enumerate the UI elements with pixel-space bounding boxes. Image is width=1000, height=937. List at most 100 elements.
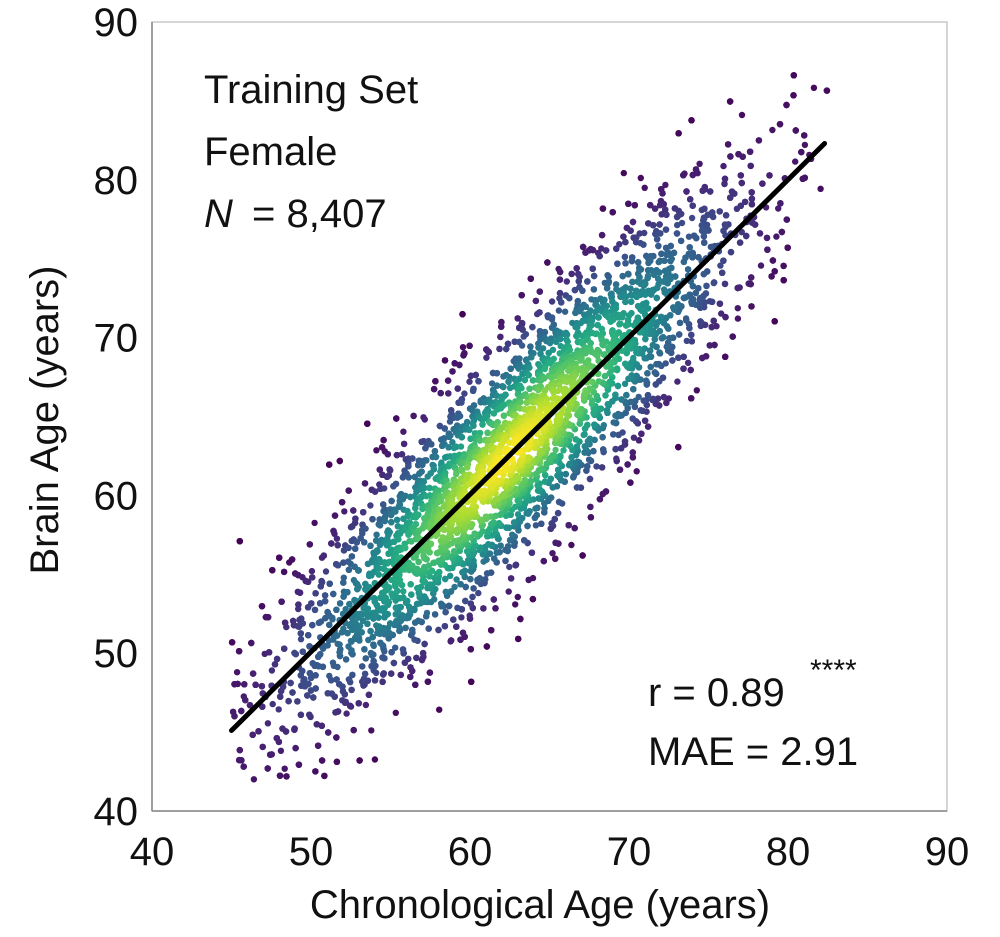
scatter-point <box>716 208 723 215</box>
scatter-point <box>459 569 466 576</box>
scatter-point <box>528 354 535 361</box>
scatter-point <box>680 365 687 372</box>
scatter-point <box>306 670 314 677</box>
scatter-point <box>549 346 557 353</box>
scatter-point <box>409 455 416 462</box>
scatter-point <box>547 475 554 482</box>
scatter-point <box>738 111 746 119</box>
scatter-point <box>586 475 594 483</box>
scatter-point <box>361 670 369 678</box>
scatter-point <box>371 488 379 495</box>
scatter-point <box>228 639 236 646</box>
scatter-point <box>367 627 374 635</box>
scatter-point <box>405 655 412 663</box>
scatter-point <box>264 614 272 621</box>
scatter-point <box>547 494 555 501</box>
scatter-point <box>687 196 694 203</box>
scatter-point <box>680 258 688 266</box>
scatter-point <box>649 396 656 404</box>
scatter-point <box>412 619 419 626</box>
scatter-point <box>555 466 562 473</box>
scatter-point <box>629 454 637 461</box>
scatter-point <box>699 187 706 194</box>
scatter-point <box>620 169 627 177</box>
scatter-point <box>321 598 329 605</box>
scatter-point <box>738 179 745 187</box>
scatter-point <box>622 260 629 267</box>
scatter-point <box>352 545 359 552</box>
scatter-point <box>392 709 399 716</box>
scatter-point <box>746 148 754 155</box>
scatter-point <box>268 751 275 758</box>
scatter-point <box>506 563 513 571</box>
scatter-point <box>598 231 606 239</box>
scatter-point <box>409 626 416 634</box>
scatter-point <box>430 466 438 473</box>
scatter-point <box>457 636 464 643</box>
scatter-point <box>466 378 473 385</box>
scatter-point <box>361 539 368 546</box>
scatter-point <box>445 390 452 397</box>
scatter-point <box>373 622 380 629</box>
scatter-point <box>281 645 288 652</box>
scatter-point <box>783 101 790 109</box>
scatter-point <box>640 397 647 404</box>
scatter-point <box>475 589 482 597</box>
scatter-point <box>468 678 475 685</box>
scatter-point <box>362 701 370 709</box>
scatter-point <box>419 649 427 657</box>
scatter-point <box>620 233 627 240</box>
scatter-point <box>392 604 400 611</box>
scatter-point <box>431 596 438 603</box>
scatter-point <box>764 246 771 253</box>
scatter-point <box>617 445 625 452</box>
scatter-point <box>640 282 647 289</box>
scatter-point <box>392 480 400 488</box>
scatter-point <box>451 583 458 591</box>
scatter-point <box>505 378 512 385</box>
scatter-point <box>727 248 735 256</box>
scatter-point <box>686 244 693 251</box>
scatter-point <box>240 763 247 770</box>
scatter-point <box>285 697 292 705</box>
scatter-point <box>566 294 573 302</box>
scatter-point <box>683 188 690 195</box>
scatter-point <box>493 549 500 556</box>
scatter-point <box>748 303 755 310</box>
scatter-point <box>322 568 330 575</box>
scatter-point <box>630 434 638 441</box>
scatter-point <box>268 667 276 674</box>
scatter-point <box>406 519 413 526</box>
scatter-point <box>652 381 659 388</box>
scatter-point <box>445 444 452 451</box>
scatter-point <box>629 449 636 456</box>
scatter-point <box>613 455 620 462</box>
scatter-point <box>599 434 606 441</box>
scatter-point <box>558 299 565 306</box>
scatter-point <box>400 588 407 595</box>
scatter-point <box>563 278 570 285</box>
scatter-point <box>234 680 241 688</box>
scatter-point <box>568 454 575 461</box>
scatter-point <box>467 646 474 653</box>
scatter-point <box>321 772 328 780</box>
scatter-point <box>776 121 784 128</box>
scatter-point <box>524 522 531 530</box>
scatter-point <box>548 298 556 305</box>
scatter-point <box>589 265 596 272</box>
scatter-point <box>766 172 773 179</box>
scatter-point <box>497 542 504 549</box>
scatter-point <box>311 606 319 614</box>
scatter-point <box>280 568 288 576</box>
scatter-point <box>405 463 412 470</box>
scatter-point <box>801 141 809 149</box>
scatter-point <box>670 304 677 311</box>
scatter-point <box>291 725 298 732</box>
scatter-point <box>716 300 724 307</box>
scatter-point <box>633 468 640 475</box>
scatter-point <box>721 280 729 288</box>
scatter-point <box>355 567 362 574</box>
scatter-point <box>496 345 503 353</box>
scatter-point <box>491 555 498 562</box>
